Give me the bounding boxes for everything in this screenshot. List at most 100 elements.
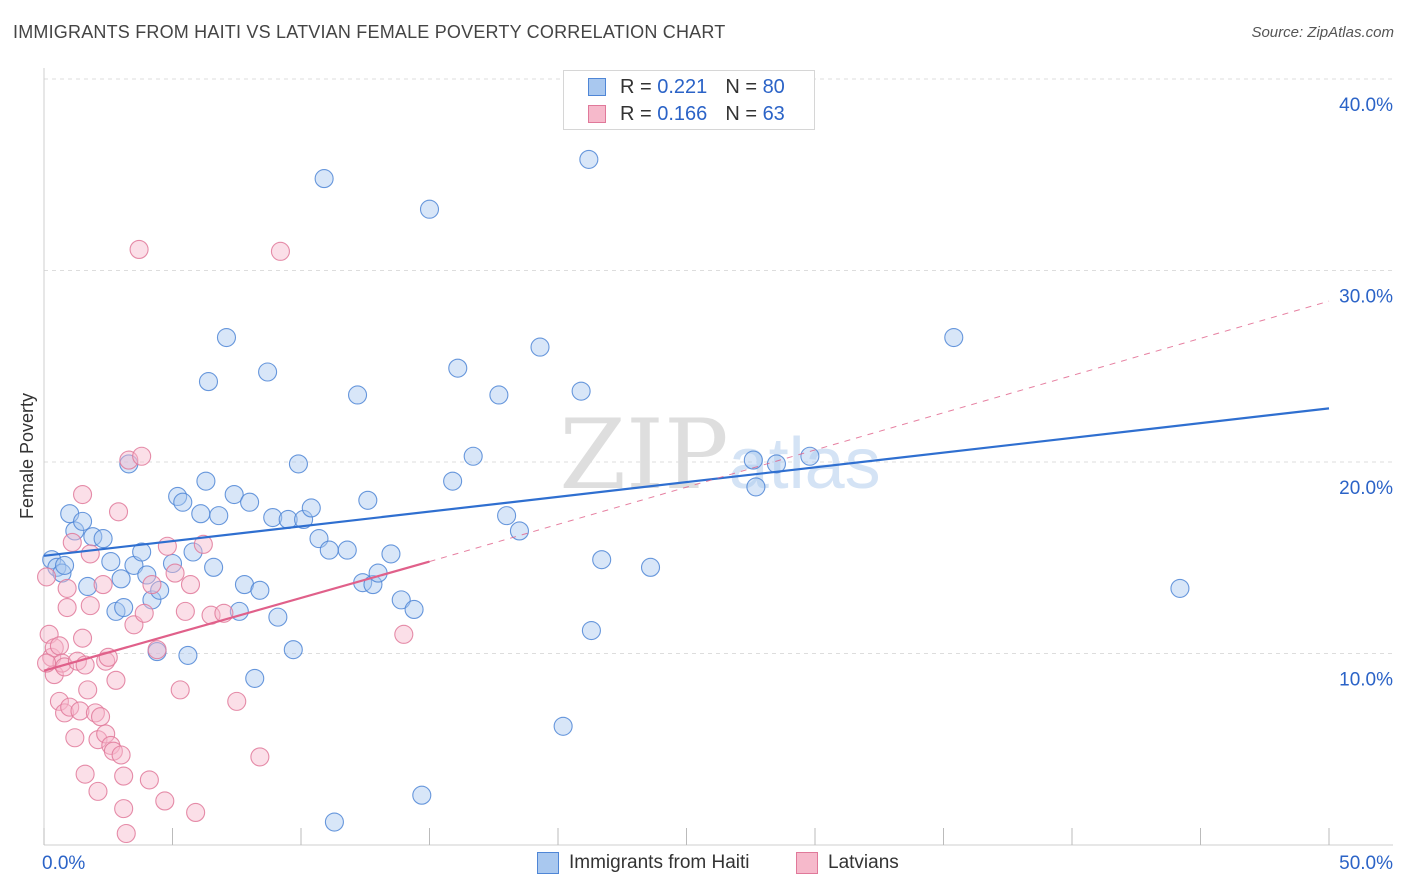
haiti-point [1170, 578, 1190, 598]
latvian-point [155, 791, 175, 811]
haiti-point [743, 450, 763, 470]
series-legend: Immigrants from Haiti Latvians [0, 852, 1406, 878]
x-tick-label: 50.0% [1339, 853, 1393, 874]
stats-row-latvians: R = 0.166 N = 63 [588, 102, 785, 126]
haiti-point [944, 327, 964, 348]
latvian-point [270, 241, 290, 261]
latvian-point [85, 703, 105, 723]
latvian-point [65, 728, 85, 748]
haiti-point [283, 640, 303, 660]
haiti-point [404, 599, 424, 620]
source-label: Source: ZipAtlas.com [1251, 24, 1394, 41]
latvian-point [93, 575, 113, 595]
legend-item-latvians[interactable]: Latvians [796, 852, 899, 874]
r-label: R = [620, 75, 652, 98]
haiti-point [52, 563, 72, 583]
haiti-point [579, 149, 599, 169]
haiti-trend-line [43, 407, 1330, 557]
haiti-point [324, 812, 344, 832]
haiti-point [150, 580, 170, 600]
y-tick-label: 40.0% [1339, 95, 1393, 116]
latvian-trend-extension [429, 300, 1330, 563]
y-tick-label: 20.0% [1339, 478, 1393, 499]
latvian-point [73, 628, 93, 648]
latvian-point [108, 502, 129, 522]
haiti-point [581, 620, 601, 641]
stats-row-haiti: R = 0.221 N = 80 [588, 75, 785, 99]
haiti-point [224, 485, 244, 505]
haiti-point [463, 446, 483, 466]
haiti-point [204, 557, 224, 577]
haiti-point [245, 668, 265, 688]
latvian-point [129, 239, 149, 259]
legend-label-haiti: Immigrants from Haiti [569, 852, 750, 873]
latvian-point [60, 697, 80, 717]
latvian-point [88, 781, 108, 801]
latvian-point [90, 707, 111, 727]
legend-label-latvians: Latvians [828, 852, 899, 873]
haiti-point [288, 454, 308, 474]
latvian-trend-line [43, 560, 430, 672]
latvian-point [116, 823, 136, 844]
latvian-point [55, 703, 75, 723]
latvian-point [62, 532, 82, 552]
haiti-point [497, 506, 517, 526]
haiti-legend-swatch [537, 852, 559, 874]
latvian-point [139, 770, 159, 790]
haiti-point [314, 169, 334, 189]
haiti-point [216, 327, 237, 348]
latvians-legend-swatch [796, 852, 818, 874]
latvian-point [134, 603, 154, 623]
latvian-point [180, 575, 201, 595]
latvian-point [96, 724, 116, 744]
haiti-point [47, 557, 67, 577]
haiti-point [268, 607, 288, 627]
legend-item-haiti[interactable]: Immigrants from Haiti [537, 852, 750, 874]
haiti-point [640, 557, 661, 577]
latvian-point [250, 747, 270, 767]
n-label: N = [725, 102, 757, 125]
trend-layer [43, 300, 1330, 672]
tick-label-layer: 10.0% 20.0% 30.0% 40.0% 0.0% 50.0% [42, 95, 1393, 874]
latvian-point [175, 601, 195, 621]
haiti-point [509, 521, 530, 541]
haiti-point [381, 544, 401, 564]
latvian-point [119, 450, 139, 470]
haiti-point [489, 385, 509, 405]
haiti-point [173, 492, 193, 512]
haiti-point [263, 507, 283, 528]
latvian-point [49, 691, 69, 711]
haiti-point [65, 521, 85, 541]
latvian-point [80, 596, 100, 616]
watermark: ZIPatlas [559, 399, 880, 511]
haiti-point [198, 372, 219, 392]
haiti-point [746, 477, 766, 497]
haiti-point [347, 385, 368, 405]
haiti-point [168, 486, 188, 507]
axis-layer [43, 68, 1393, 846]
latvian-point [80, 544, 100, 564]
latvian-point [75, 764, 95, 784]
haiti-point [448, 358, 468, 378]
haiti-point [209, 506, 229, 526]
latvian-point [227, 691, 247, 711]
r-value: 0.221 [657, 75, 708, 98]
haiti-point [250, 580, 270, 600]
haiti-point [101, 552, 121, 572]
latvian-point [70, 701, 90, 721]
latvian-point [106, 670, 126, 690]
latvian-point [73, 485, 93, 505]
haiti-point [319, 540, 339, 560]
latvian-point [57, 578, 77, 598]
haiti-point [258, 362, 278, 382]
latvian-point [165, 563, 185, 583]
haiti-point [114, 597, 134, 618]
haiti-point [73, 511, 93, 531]
latvian-point [88, 730, 108, 750]
haiti-point [363, 575, 383, 595]
latvian-point [394, 624, 414, 644]
haiti-point [571, 381, 591, 401]
latvian-point [37, 567, 57, 587]
n-value: 63 [762, 102, 785, 125]
